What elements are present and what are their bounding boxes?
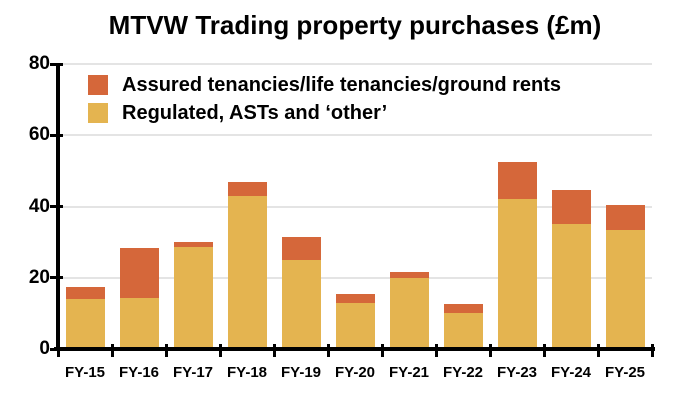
- bar-segment-regulated-FY-17: [173, 247, 213, 349]
- x-axis-tick-6: [380, 344, 384, 357]
- gridline-80: [58, 63, 652, 65]
- x-axis-tick-9: [542, 344, 546, 357]
- gridline-60: [58, 134, 652, 137]
- bar-segment-assured-FY-21: [389, 272, 429, 278]
- bar-segment-regulated-FY-16: [119, 298, 159, 349]
- x-axis-line: [54, 347, 655, 351]
- bar-segment-regulated-FY-20: [335, 302, 375, 349]
- gridline-20: [58, 276, 652, 279]
- bar-segment-regulated-FY-23: [497, 199, 537, 349]
- gridline-40: [58, 205, 652, 208]
- x-axis-label-FY-24: FY-24: [550, 364, 592, 381]
- x-axis-tick-1: [110, 344, 114, 357]
- y-axis-label-40: 40: [28, 195, 50, 217]
- x-axis-label-FY-15: FY-15: [64, 364, 106, 381]
- x-axis-label-FY-20: FY-20: [334, 364, 376, 381]
- x-axis-tick-0: [56, 344, 60, 357]
- legend-label-assured: Assured tenancies/life tenancies/ground …: [122, 73, 562, 96]
- bar-segment-assured-FY-19: [281, 236, 321, 260]
- x-axis-label-FY-19: FY-19: [280, 364, 322, 381]
- x-axis-tick-3: [218, 344, 222, 357]
- chart-title: MTVW Trading property purchases (£m): [108, 10, 602, 40]
- x-axis-tick-10: [596, 344, 600, 357]
- legend: Assured tenancies/life tenancies/ground …: [88, 73, 562, 124]
- bar-segment-regulated-FY-15: [65, 299, 105, 349]
- legend-item-assured: Assured tenancies/life tenancies/ground …: [88, 73, 562, 96]
- bar-segment-assured-FY-16: [119, 248, 159, 299]
- x-axis-label-FY-17: FY-17: [172, 364, 214, 381]
- bar-segment-assured-FY-17: [173, 242, 213, 248]
- legend-item-regulated: Regulated, ASTs and ‘other’: [88, 101, 561, 124]
- y-axis-label-20: 20: [28, 266, 50, 288]
- y-axis-tick-80: [50, 62, 63, 66]
- legend-swatch-regulated: [88, 103, 108, 123]
- legend-swatch-assured: [88, 75, 108, 95]
- x-axis-tick-8: [488, 344, 492, 357]
- x-axis-tick-4: [272, 344, 276, 357]
- x-axis-label-FY-18: FY-18: [226, 364, 268, 381]
- bar-segment-regulated-FY-21: [389, 277, 429, 349]
- bar-segment-assured-FY-15: [65, 286, 105, 300]
- x-axis-label-FY-25: FY-25: [604, 364, 646, 381]
- x-axis-label-FY-16: FY-16: [118, 364, 160, 381]
- bar-segment-assured-FY-20: [335, 293, 375, 303]
- y-axis-label-0: 0: [39, 338, 50, 359]
- x-axis-label-FY-21: FY-21: [388, 364, 430, 381]
- y-axis-label-60: 60: [28, 124, 50, 146]
- y-axis-tick-60: [50, 133, 63, 137]
- x-axis-tick-5: [326, 344, 330, 357]
- bar-segment-assured-FY-24: [551, 190, 591, 225]
- y-axis-tick-40: [50, 205, 63, 208]
- bar-segment-regulated-FY-18: [227, 195, 267, 349]
- x-axis-tick-11: [650, 344, 654, 357]
- bar-segment-regulated-FY-19: [281, 259, 321, 349]
- bar-segment-regulated-FY-22: [443, 313, 483, 349]
- bar-segment-assured-FY-25: [605, 204, 645, 230]
- x-axis-tick-2: [164, 344, 168, 357]
- y-axis-tick-20: [50, 276, 63, 280]
- x-axis-label-FY-23: FY-23: [496, 364, 538, 381]
- bar-segment-assured-FY-18: [227, 181, 267, 196]
- bar-segment-regulated-FY-24: [551, 224, 591, 349]
- x-axis-tick-7: [434, 344, 438, 357]
- bar-segment-assured-FY-22: [443, 304, 483, 314]
- bar-segment-assured-FY-23: [497, 161, 537, 200]
- bar-segment-regulated-FY-25: [605, 229, 645, 349]
- y-axis-label-80: 80: [28, 53, 50, 74]
- x-axis-label-FY-22: FY-22: [442, 364, 484, 381]
- legend-label-regulated: Regulated, ASTs and ‘other’: [122, 101, 388, 124]
